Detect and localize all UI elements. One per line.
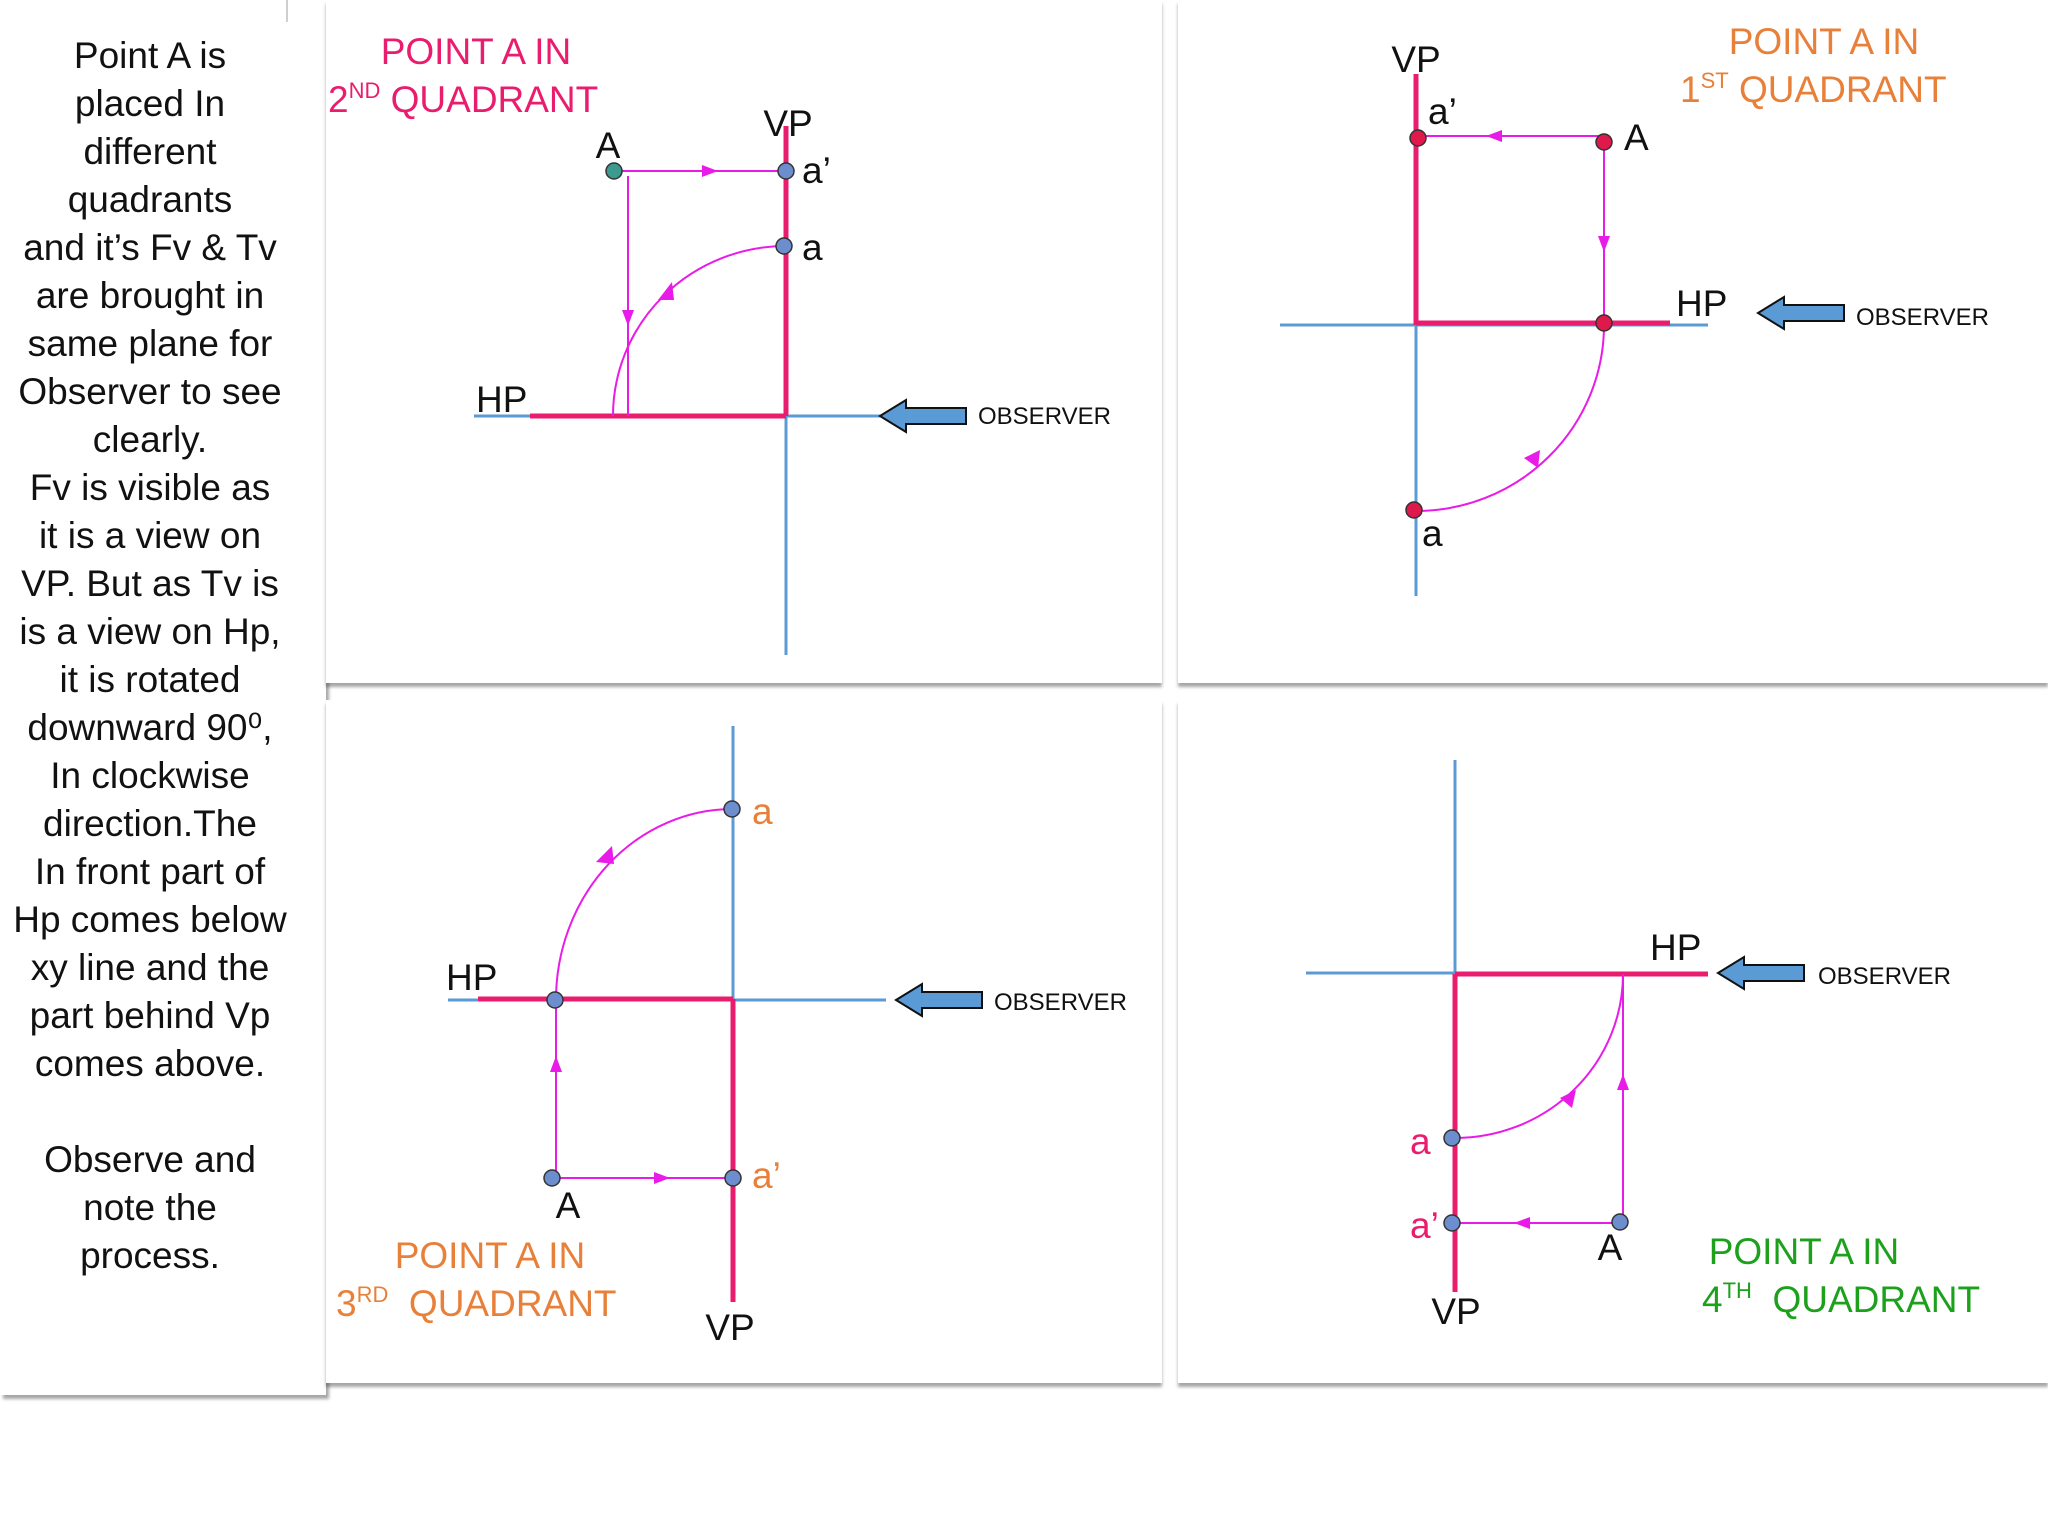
q2-arrowhead bbox=[658, 282, 674, 300]
q4-label-fv: a’ bbox=[1410, 1205, 1439, 1246]
q4-title-line2: 4TH QUADRANT bbox=[1702, 1278, 1980, 1320]
q3-label-HP: HP bbox=[446, 957, 497, 998]
q4-observer-label: OBSERVER bbox=[1818, 963, 1951, 990]
q4-label-HP: HP bbox=[1650, 927, 1701, 968]
q3-label-VP: VP bbox=[705, 1307, 754, 1348]
q3-point-tv bbox=[723, 800, 741, 818]
q3-point-A bbox=[543, 1169, 561, 1187]
q1-observer-label: OBSERVER bbox=[1856, 304, 1989, 331]
panel-quadrant-3 bbox=[326, 700, 1162, 1383]
q2-observer-label: OBSERVER bbox=[978, 403, 1111, 430]
q1-point-fv bbox=[1409, 129, 1427, 147]
q1-label-VP: VP bbox=[1391, 39, 1440, 80]
explanation-text: Point A is placed In different quadrants… bbox=[13, 35, 287, 1276]
q3-point-hp-intersect bbox=[546, 991, 564, 1009]
q2-point-tv bbox=[775, 237, 793, 255]
q3-arrowhead bbox=[596, 846, 614, 864]
q3-title-line2: 3RD QUADRANT bbox=[336, 1282, 617, 1324]
q3-arrowhead bbox=[550, 1056, 562, 1072]
quadrant-2-diagram: POINT A IN 2ND QUADRANT A VP a’ a HP OBS… bbox=[328, 31, 1111, 655]
q1-label-fv: a’ bbox=[1428, 91, 1457, 132]
q1-point-tv bbox=[1405, 501, 1423, 519]
explanation-panel: Point A is placed In different quadrants… bbox=[0, 22, 326, 1395]
q2-rotation-arc bbox=[612, 245, 787, 417]
q3-arrowhead bbox=[654, 1172, 670, 1184]
q1-arrowhead bbox=[1524, 450, 1540, 468]
q4-label-tv: a bbox=[1410, 1121, 1431, 1162]
q1-arrowhead bbox=[1486, 130, 1502, 142]
quadrant-4-diagram: HP a a’ A VP POINT A IN 4TH QUADRANT OBS… bbox=[1306, 760, 1980, 1332]
q3-observer-arrow-icon bbox=[894, 982, 983, 1018]
q4-title-line1: POINT A IN bbox=[1709, 1231, 1900, 1272]
q3-label-tv: a bbox=[752, 791, 773, 832]
q3-title-line1: POINT A IN bbox=[395, 1235, 586, 1276]
q3-label-fv: a’ bbox=[752, 1155, 781, 1196]
panel-quadrant-2 bbox=[326, 0, 1162, 683]
q1-label-tv: a bbox=[1422, 513, 1443, 554]
q3-label-A: A bbox=[556, 1185, 581, 1226]
q2-label-HP: HP bbox=[476, 379, 527, 420]
q4-point-A bbox=[1611, 1213, 1629, 1231]
q2-arrowhead bbox=[702, 165, 718, 177]
q4-label-A: A bbox=[1598, 1227, 1623, 1268]
q2-point-fv bbox=[777, 162, 795, 180]
q1-title-line1: POINT A IN bbox=[1729, 21, 1920, 62]
q2-point-A bbox=[605, 162, 623, 180]
q3-observer-label: OBSERVER bbox=[994, 989, 1127, 1016]
q4-arrowhead bbox=[1560, 1090, 1576, 1108]
q2-label-fv: a’ bbox=[802, 150, 831, 191]
q4-arrowhead bbox=[1514, 1217, 1530, 1229]
q2-arrowhead bbox=[622, 310, 634, 326]
q1-rotation-arc bbox=[1415, 324, 1605, 512]
q2-title-line1: POINT A IN bbox=[381, 31, 572, 72]
slide-edge bbox=[286, 0, 288, 22]
q2-observer-arrow-icon bbox=[878, 398, 967, 434]
q4-observer-arrow-icon bbox=[1716, 955, 1805, 991]
q1-title-line2: 1ST QUADRANT bbox=[1680, 68, 1947, 110]
q4-point-fv bbox=[1443, 1214, 1461, 1232]
q3-point-fv bbox=[724, 1169, 742, 1187]
q1-point-A bbox=[1595, 133, 1613, 151]
q1-label-HP: HP bbox=[1676, 283, 1727, 324]
q2-title-line2: 2ND QUADRANT bbox=[328, 78, 598, 120]
q4-rotation-arc bbox=[1454, 973, 1624, 1139]
q1-point-hp-intersect bbox=[1595, 314, 1613, 332]
q1-label-A: A bbox=[1624, 117, 1649, 158]
panel-quadrant-1 bbox=[1178, 0, 2048, 683]
quadrant-3-diagram: a HP a’ A VP POINT A IN 3RD QUADRANT OBS… bbox=[336, 726, 1127, 1348]
q1-arrowhead bbox=[1598, 236, 1610, 252]
q2-label-VP: VP bbox=[763, 103, 812, 144]
q2-label-A: A bbox=[596, 125, 621, 166]
q4-label-VP: VP bbox=[1431, 1291, 1480, 1332]
q3-rotation-arc bbox=[555, 808, 734, 1001]
q1-observer-arrow-icon bbox=[1756, 295, 1845, 331]
quadrant-1-diagram: POINT A IN 1ST QUADRANT VP a’ A HP a OBS… bbox=[1280, 21, 1989, 596]
panel-quadrant-4 bbox=[1178, 700, 2048, 1383]
q4-point-tv bbox=[1443, 1129, 1461, 1147]
q2-label-tv: a bbox=[802, 227, 823, 268]
q4-arrowhead bbox=[1617, 1074, 1629, 1090]
